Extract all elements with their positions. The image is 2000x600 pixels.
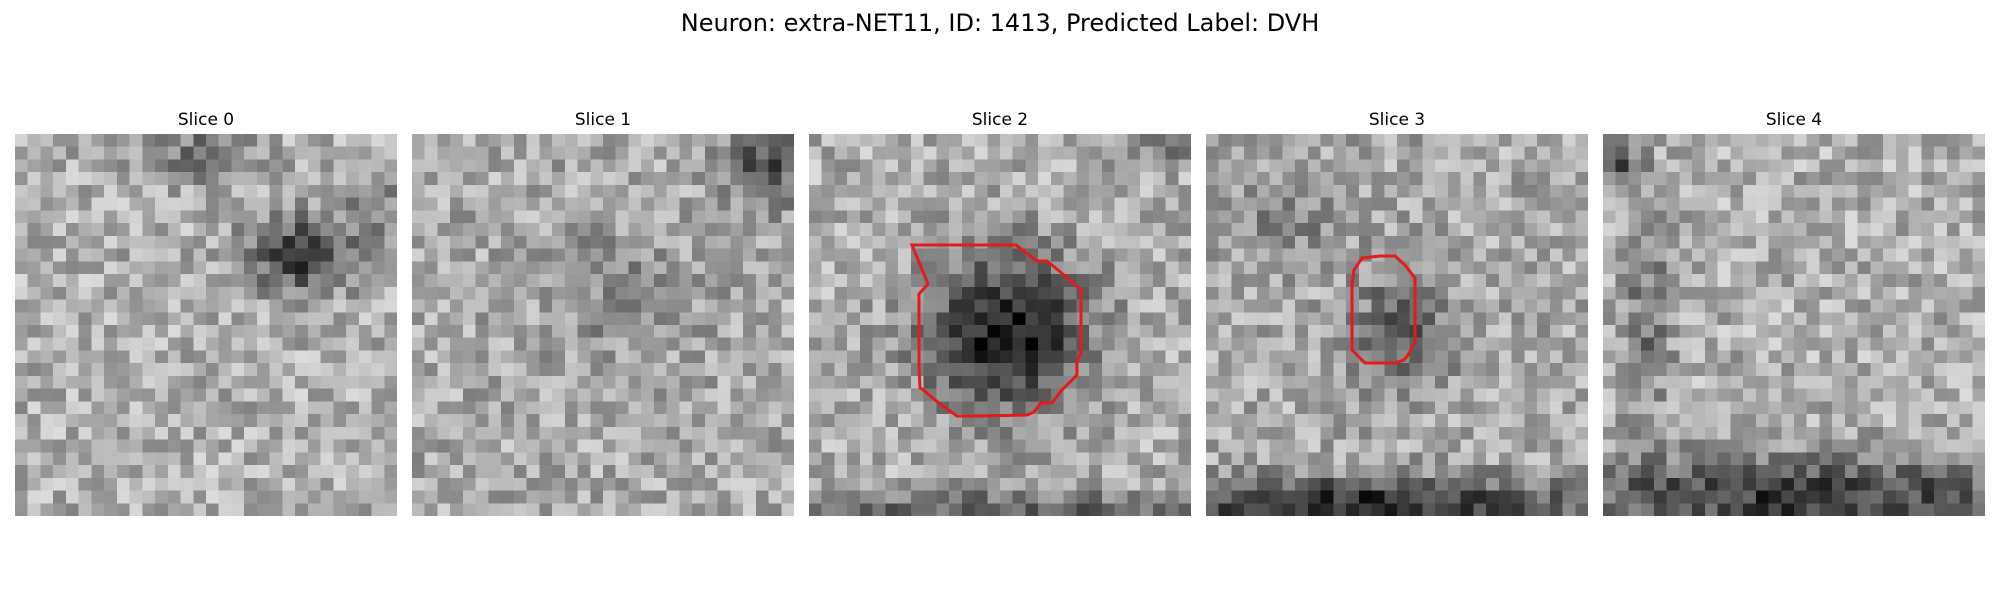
slice-panel-3: Slice 3 [1206, 108, 1588, 516]
slice-image-2 [809, 134, 1191, 516]
slice-panel-1: Slice 1 [412, 108, 794, 516]
slice-image-3 [1206, 134, 1588, 516]
grayscale-slice-image [1603, 134, 1985, 516]
slice-title: Slice 2 [809, 108, 1191, 132]
grayscale-slice-image [809, 134, 1191, 516]
slice-image-0 [15, 134, 397, 516]
figure-title: Neuron: extra-NET11, ID: 1413, Predicted… [0, 6, 2000, 40]
slice-image-1 [412, 134, 794, 516]
slice-panel-2: Slice 2 [809, 108, 1191, 516]
grayscale-slice-image [1206, 134, 1588, 516]
slice-panel-0: Slice 0 [15, 108, 397, 516]
slice-title: Slice 3 [1206, 108, 1588, 132]
grayscale-slice-image [15, 134, 397, 516]
slice-title: Slice 0 [15, 108, 397, 132]
slice-panel-4: Slice 4 [1603, 108, 1985, 516]
slice-image-4 [1603, 134, 1985, 516]
grayscale-slice-image [412, 134, 794, 516]
slice-title: Slice 4 [1603, 108, 1985, 132]
slice-title: Slice 1 [412, 108, 794, 132]
